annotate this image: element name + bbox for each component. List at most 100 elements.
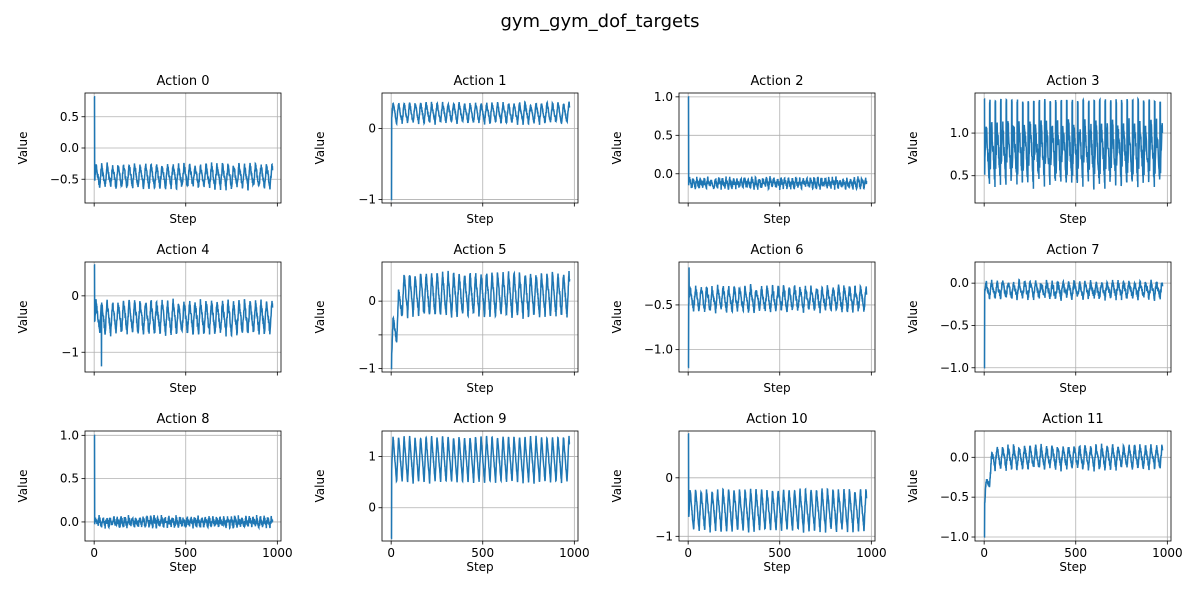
subplot-title: Action 10 [746, 412, 807, 427]
x-axis-label: Step [763, 560, 790, 574]
y-tick-label: −1 [61, 345, 79, 359]
x-tick-label: 500 [768, 546, 791, 560]
x-tick-label: 0 [387, 546, 395, 560]
axes-frame [678, 261, 876, 373]
figure-title: gym_gym_dof_targets [500, 11, 699, 32]
series-line [983, 442, 1164, 538]
subplot-title: Action 0 [156, 74, 209, 89]
y-axis-label: Value [16, 470, 30, 503]
y-tick-label: 1 [368, 450, 376, 464]
subplot-action-5: 0 −1 Action 5 Step Value [313, 243, 579, 395]
series-line [687, 433, 868, 533]
x-axis-label: Step [169, 212, 196, 226]
subplot-action-8: 0 500 1000 1.0 0.5 0.0 Action 8 Step Value [16, 412, 293, 574]
series-line [390, 435, 571, 540]
y-tick-label: 1.0 [654, 90, 673, 104]
axes-frame [84, 430, 282, 542]
y-tick-label: 0 [71, 289, 79, 303]
y-tick-label: −0.5 [50, 172, 79, 186]
x-tick-label: 500 [471, 546, 494, 560]
axes-frame [84, 261, 282, 373]
x-tick-label: 1000 [1152, 546, 1183, 560]
axes-frame [381, 92, 579, 204]
y-tick-label: 0 [368, 501, 376, 515]
subplot-action-2: 1.0 0.5 0.0 Action 2 Step Value [610, 74, 876, 226]
y-tick-label: −0.5 [940, 318, 969, 332]
y-tick-label: 0 [368, 294, 376, 308]
series-line [93, 96, 274, 191]
y-tick-label: 0.0 [950, 276, 969, 290]
y-tick-label: 0.0 [60, 515, 79, 529]
y-tick-label: −0.5 [940, 490, 969, 504]
y-tick-label: 1.0 [60, 428, 79, 442]
subplot-title: Action 3 [1046, 74, 1099, 89]
x-tick-label: 1000 [262, 546, 293, 560]
series-line [390, 270, 571, 370]
y-axis-label: Value [16, 132, 30, 165]
y-axis-label: Value [906, 132, 920, 165]
subplot-title: Action 7 [1046, 243, 1099, 258]
series-line [983, 96, 1164, 190]
x-axis-label: Step [169, 560, 196, 574]
x-tick-label: 1000 [559, 546, 590, 560]
y-axis-label: Value [313, 301, 327, 334]
y-axis-label: Value [313, 132, 327, 165]
x-tick-label: 0 [684, 546, 692, 560]
subplot-action-9: 0 500 1000 1 0 Action 9 Step Value [313, 412, 590, 574]
subplot-title: Action 8 [156, 412, 209, 427]
y-axis-label: Value [610, 132, 624, 165]
series-line [390, 99, 571, 201]
axes-frame [381, 261, 579, 373]
subplot-title: Action 6 [750, 243, 803, 258]
subplot-title: Action 2 [750, 74, 803, 89]
x-axis-label: Step [169, 381, 196, 395]
y-tick-label: 0 [368, 121, 376, 135]
x-axis-label: Step [466, 381, 493, 395]
subplot-action-1: 0 −1 Action 1 Step Value [313, 74, 579, 226]
subplot-title: Action 1 [453, 74, 506, 89]
y-axis-label: Value [906, 470, 920, 503]
y-axis-label: Value [16, 301, 30, 334]
subplot-action-7: 0.0 −0.5 −1.0 Action 7 Step Value [906, 243, 1172, 395]
series-line [687, 96, 868, 192]
x-tick-label: 0 [980, 546, 988, 560]
x-axis-label: Step [1059, 381, 1086, 395]
y-axis-label: Value [610, 301, 624, 334]
series-line [93, 434, 274, 531]
series-line [687, 267, 868, 369]
x-tick-label: 0 [90, 546, 98, 560]
subplot-action-10: 0 500 1000 0 −1 Action 10 Step Value [610, 412, 887, 574]
x-axis-label: Step [466, 560, 493, 574]
x-axis-label: Step [1059, 212, 1086, 226]
y-axis-label: Value [610, 470, 624, 503]
y-axis-label: Value [906, 301, 920, 334]
y-tick-label: −1 [358, 362, 376, 376]
subplot-title: Action 4 [156, 243, 209, 258]
y-tick-label: 0.0 [950, 450, 969, 464]
axes-frame [974, 261, 1172, 373]
y-tick-label: −1.0 [644, 343, 673, 357]
y-tick-label: 0.5 [950, 169, 969, 183]
axes-frame [678, 430, 876, 542]
y-tick-label: 0 [665, 471, 673, 485]
x-axis-label: Step [1059, 560, 1086, 574]
subplot-title: Action 5 [453, 243, 506, 258]
axes-frame [974, 92, 1172, 204]
y-tick-label: 0.5 [654, 128, 673, 142]
subplot-title: Action 11 [1042, 412, 1103, 427]
axes-frame [974, 430, 1172, 542]
series-line [93, 264, 274, 367]
x-axis-label: Step [763, 381, 790, 395]
y-axis-label: Value [313, 470, 327, 503]
series-line [983, 277, 1164, 369]
subplot-action-0: 0.5 0.0 −0.5 Action 0 Step Value [16, 74, 282, 226]
axes-frame [678, 92, 876, 204]
y-tick-label: 0.0 [654, 167, 673, 181]
y-tick-label: 0.5 [60, 472, 79, 486]
subplot-action-11: 0 500 1000 0.0 −0.5 −1.0 Action 11 Step Value [906, 412, 1183, 574]
subplot-action-4: 0 −1 Action 4 Step Value [16, 243, 282, 395]
y-tick-label: 0.5 [60, 110, 79, 124]
y-tick-label: −1 [358, 192, 376, 206]
x-tick-label: 500 [174, 546, 197, 560]
subplot-title: Action 9 [453, 412, 506, 427]
